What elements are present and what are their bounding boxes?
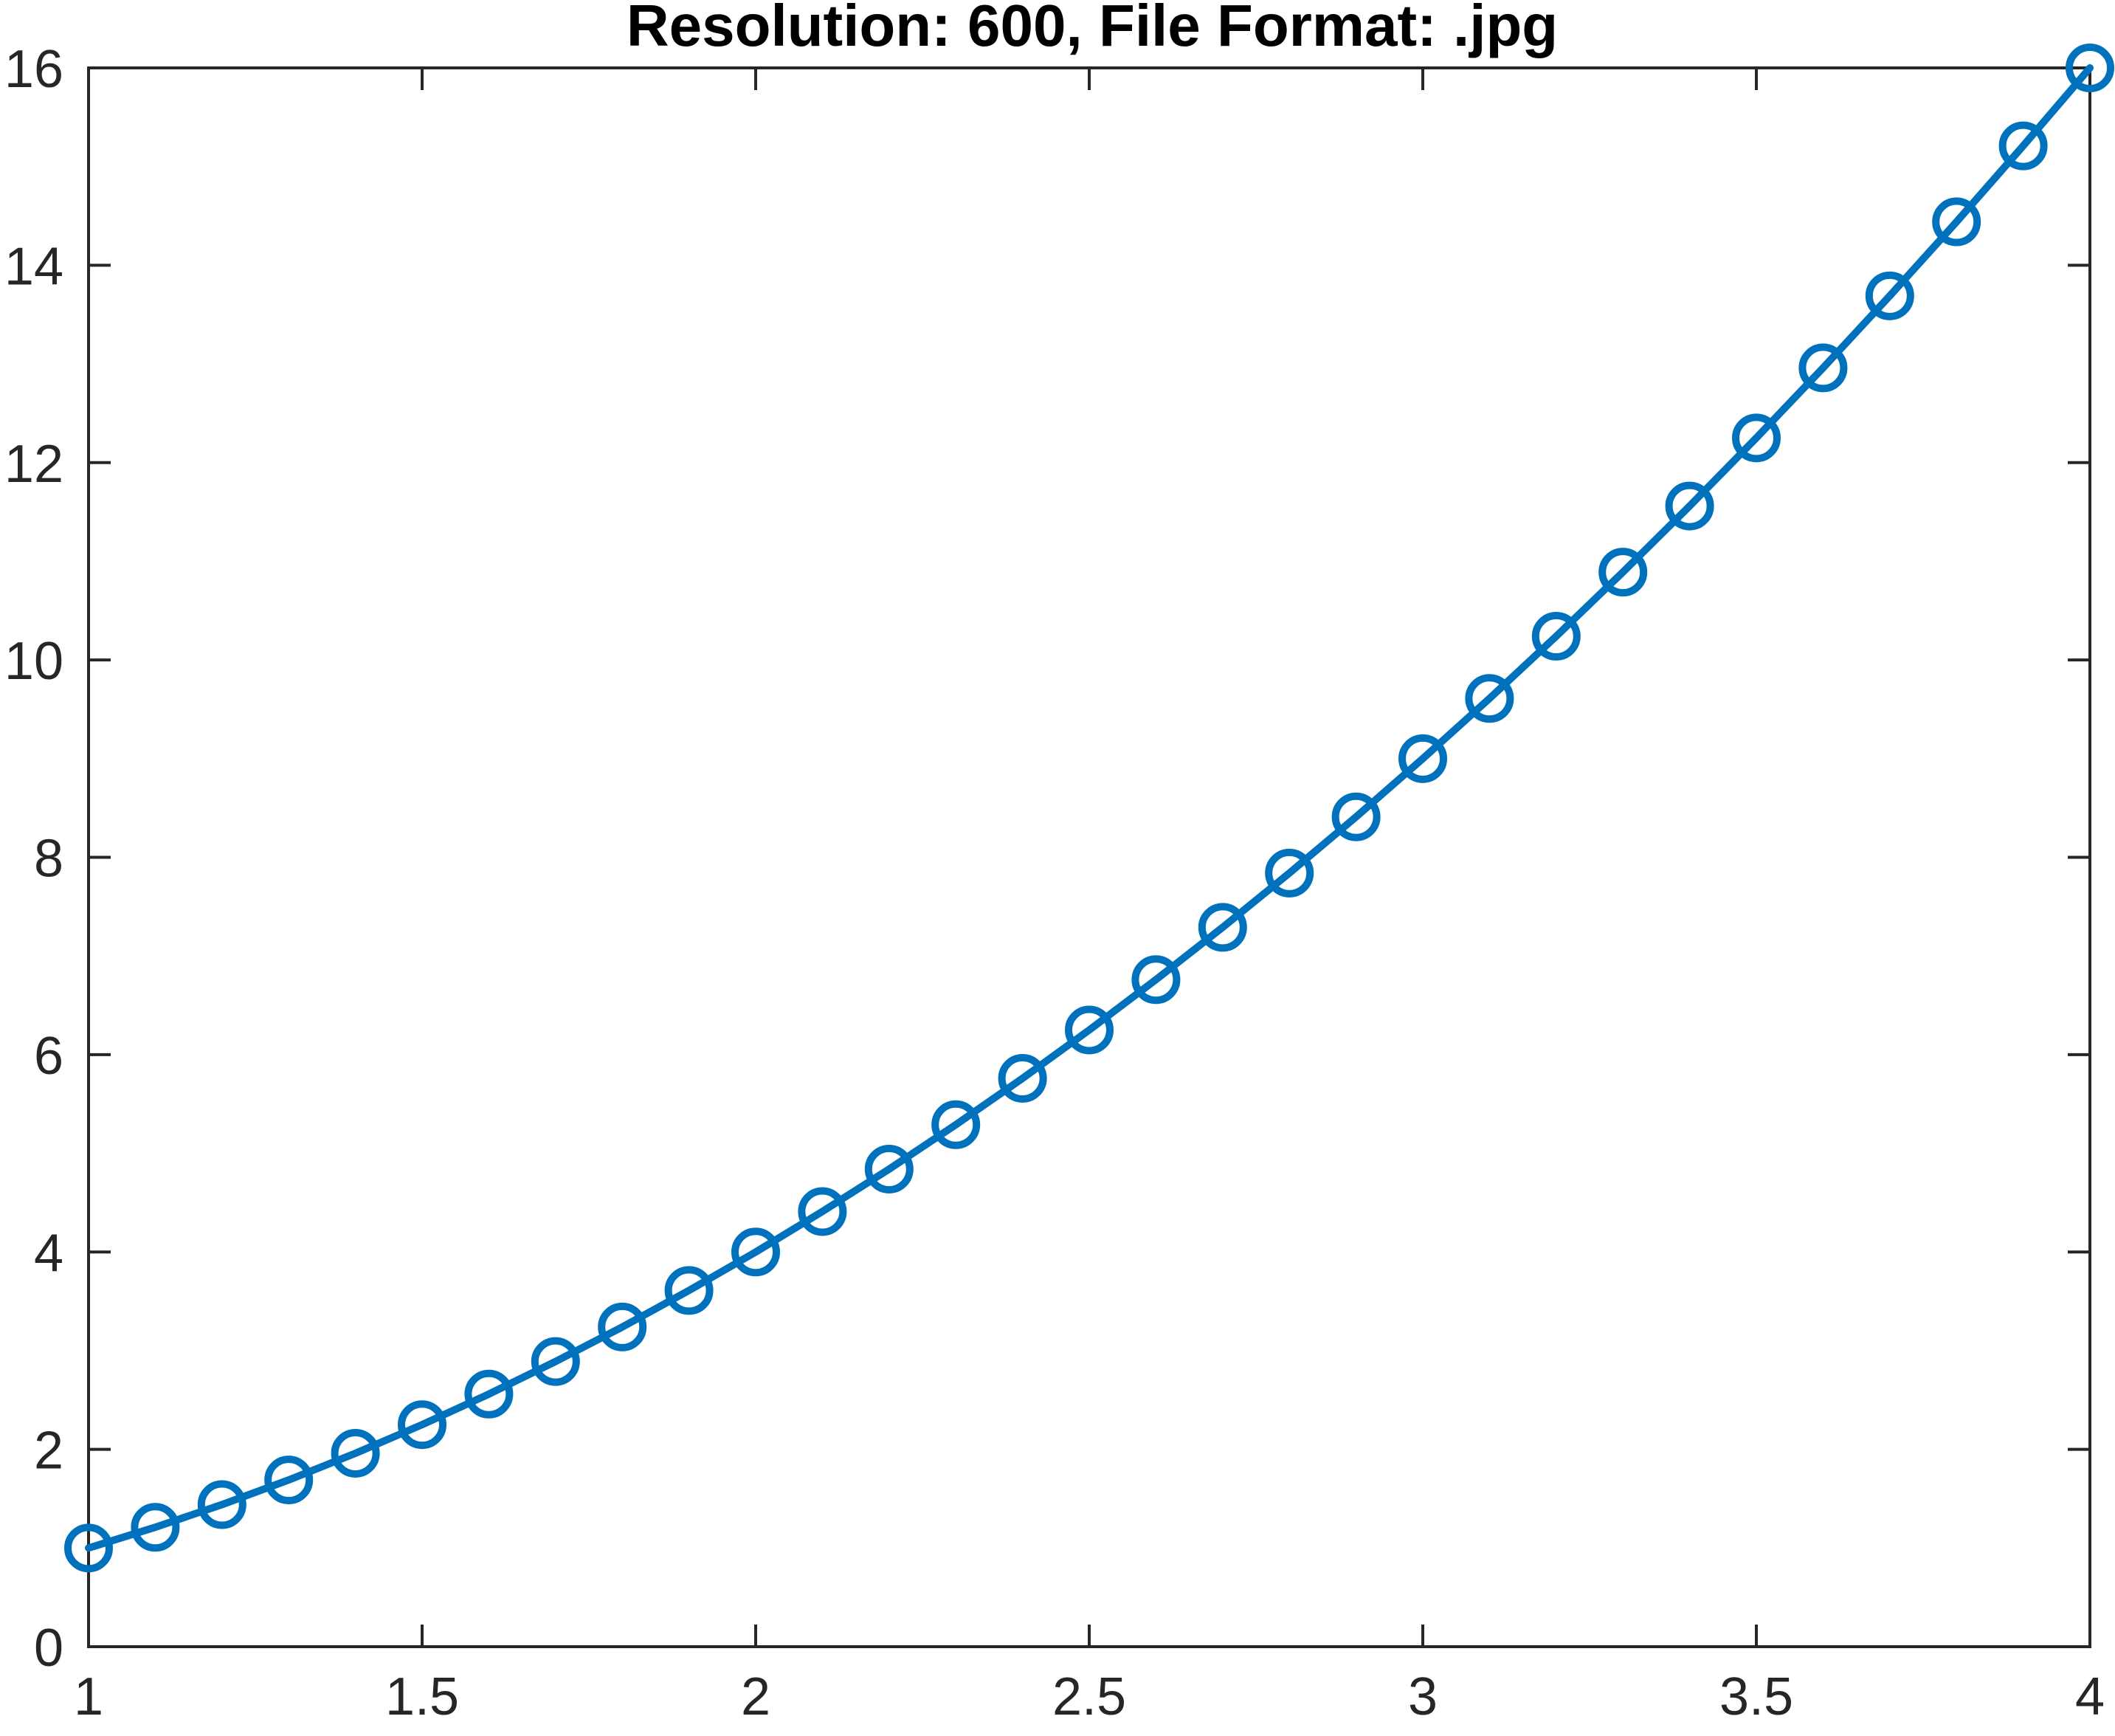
data-point-marker	[1065, 1005, 1114, 1055]
data-point-marker	[1131, 955, 1181, 1005]
chart-title: Resolution: 600, File Format: .jpg	[627, 0, 1558, 58]
data-point-marker	[1665, 481, 1714, 531]
y-tick-label: 6	[34, 1027, 63, 1086]
data-point-marker	[1732, 413, 1781, 463]
data-point-marker	[1598, 548, 1648, 597]
data-point-marker	[598, 1302, 647, 1351]
x-tick-label: 4	[2075, 1667, 2105, 1726]
data-point-marker	[1998, 121, 2048, 170]
data-point-marker	[398, 1400, 446, 1450]
x-tick-label: 3.5	[1719, 1667, 1793, 1726]
data-point-marker	[531, 1337, 580, 1386]
x-tick-label: 3	[1408, 1667, 1438, 1726]
y-tick-label: 0	[34, 1619, 63, 1678]
x-tick-label: 1	[74, 1667, 103, 1726]
data-point-marker	[931, 1100, 981, 1149]
data-series	[64, 44, 2114, 1573]
data-point-marker	[1331, 792, 1381, 841]
data-point-marker	[1265, 848, 1314, 898]
x-tick-label: 1.5	[385, 1667, 459, 1726]
data-point-marker	[998, 1053, 1047, 1103]
data-point-marker	[798, 1187, 847, 1236]
x-tick-label: 2.5	[1052, 1667, 1126, 1726]
data-point-marker	[331, 1428, 380, 1478]
y-tick-label: 10	[4, 632, 63, 691]
data-point-marker	[2066, 44, 2114, 92]
y-tick-label: 16	[4, 40, 63, 99]
data-point-marker	[664, 1266, 714, 1315]
data-point-marker	[64, 1523, 113, 1573]
axis-ticks: 1 1.5 2 2.5 3 3.5 4 0 2 4 6 8 10 12 14 16	[4, 40, 2105, 1726]
data-point-marker	[1398, 734, 1447, 783]
data-point-marker	[131, 1503, 180, 1552]
data-point-marker	[864, 1144, 914, 1194]
y-tick-label: 4	[34, 1224, 63, 1283]
data-point-marker	[1531, 612, 1581, 661]
x-tick-label: 2	[741, 1667, 770, 1726]
data-point-marker	[1465, 674, 1514, 723]
y-tick-label: 14	[4, 237, 63, 296]
data-point-marker	[731, 1227, 780, 1277]
y-tick-label: 8	[34, 830, 63, 889]
data-point-marker	[197, 1480, 246, 1529]
y-tick-label: 12	[4, 435, 63, 494]
series-line	[85, 64, 2094, 1552]
data-point-marker	[464, 1369, 514, 1419]
data-point-marker	[1932, 197, 1981, 247]
data-point-marker	[1865, 271, 1914, 320]
y-tick-label: 2	[34, 1422, 63, 1481]
data-point-marker	[1798, 343, 1848, 393]
data-point-marker	[1198, 903, 1247, 952]
data-point-marker	[264, 1456, 314, 1505]
